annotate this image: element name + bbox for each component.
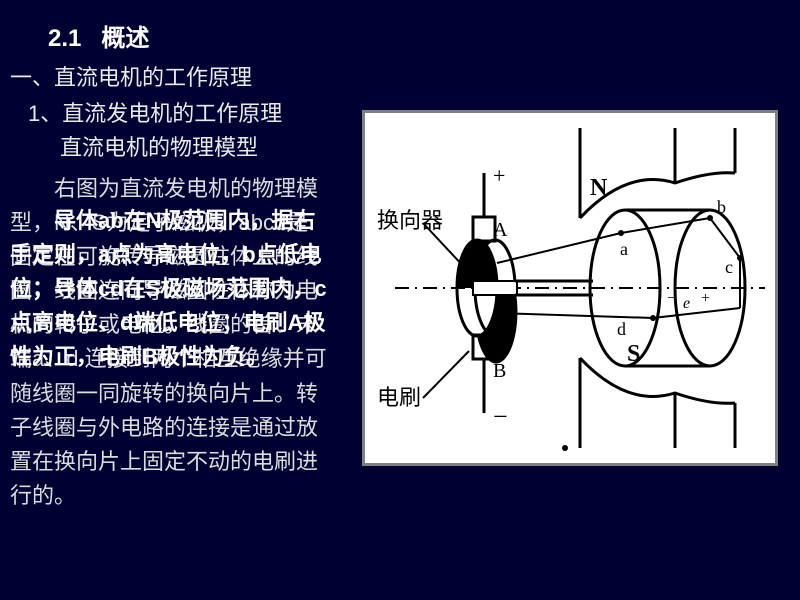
label-commutator: 换向器 bbox=[377, 208, 443, 233]
commutator-shape bbox=[457, 240, 517, 364]
slide: 2.1 概述 一、直流电机的工作原理 1、直流发电机的工作原理 直流电机的物理模… bbox=[0, 0, 800, 600]
label-B: B bbox=[493, 360, 506, 382]
section-number: 2.1 bbox=[48, 25, 81, 52]
label-d: d bbox=[617, 319, 626, 339]
label-S: S bbox=[627, 341, 640, 367]
motor-diagram: 换向器 电刷 N S A B a b c d e + − − + bbox=[362, 110, 778, 466]
label-brush: 电刷 bbox=[377, 385, 421, 410]
heading-level3: 直流电机的物理模型 bbox=[60, 130, 258, 162]
label-c: c bbox=[725, 257, 733, 277]
section-header: 2.1 概述 bbox=[48, 18, 149, 53]
motor-svg: 换向器 电刷 N S A B a b c d e + − − + bbox=[365, 113, 775, 463]
paragraph-2: 导体ab在N极范围内，据右手定则，a点为高电位，b点低电位；导体cd在S极磁场范… bbox=[10, 204, 330, 374]
plus-e: + bbox=[701, 290, 710, 307]
label-A: A bbox=[493, 219, 508, 241]
section-title: 概述 bbox=[101, 25, 149, 52]
label-a: a bbox=[620, 239, 628, 259]
minus-e: − bbox=[667, 290, 676, 307]
minus-bottom: − bbox=[493, 402, 508, 431]
label-e: e bbox=[683, 295, 690, 312]
plus-top: + bbox=[493, 163, 505, 188]
label-b: b bbox=[717, 197, 726, 217]
label-N: N bbox=[590, 175, 608, 201]
heading-level1: 一、直流电机的工作原理 bbox=[10, 60, 252, 92]
heading-level2: 1、直流发电机的工作原理 bbox=[28, 96, 282, 128]
